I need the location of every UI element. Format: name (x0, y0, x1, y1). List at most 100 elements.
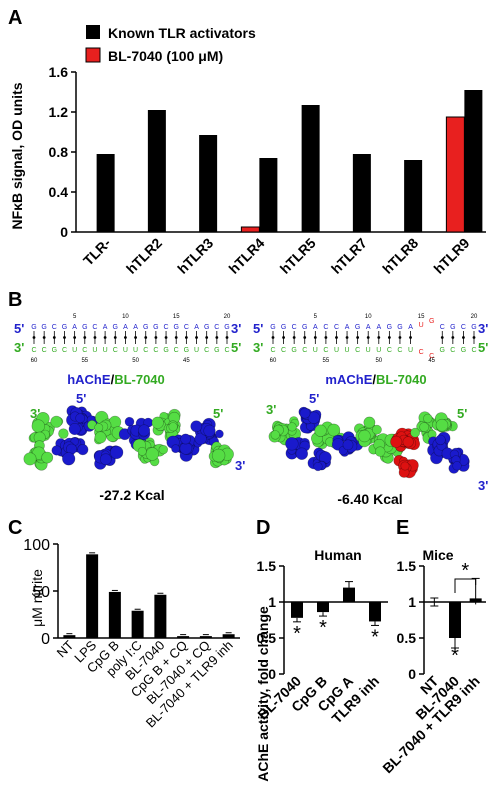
a-bar-bl7040 (445, 116, 465, 233)
panel-label-d: D (256, 517, 270, 539)
d-y-tick-label: 1.5 (257, 558, 277, 574)
b-left-top-base: G (143, 324, 148, 331)
a-bar-known (352, 154, 371, 232)
b-right-end-5a: 5' (309, 391, 319, 406)
molecule-atom (327, 423, 341, 437)
b-left-label-5-top: 5' (14, 321, 24, 336)
molecule-atom (137, 446, 147, 456)
d-bar (369, 602, 381, 622)
b-right-energy: -6.40 Kcal (337, 491, 402, 507)
b-right-bottom-base: G (291, 347, 296, 354)
molecule-atom (371, 424, 382, 435)
b-right-bond-dot (387, 336, 391, 339)
b-right-bond-dot (409, 336, 412, 339)
c-bar (199, 636, 212, 638)
molecule-atom (158, 444, 169, 455)
molecule-atom (358, 429, 371, 443)
b-right-bottom-base: C (323, 347, 328, 354)
molecule-atom (313, 461, 323, 472)
b-right-bottom-base: C (281, 347, 286, 354)
panel-d-title: Human (314, 547, 361, 563)
c-y-tick-label: 100 (23, 537, 50, 554)
b-left-bottom-base: G (184, 347, 189, 354)
b-right-bottom-base: C (419, 349, 424, 356)
panel-label-a: A (8, 7, 22, 29)
b-left-bond-dot (93, 336, 97, 339)
molecule-atom (75, 413, 86, 424)
b-right-title-sep: / (372, 372, 376, 387)
b-right-bottom-base: U (334, 347, 339, 354)
b-left-bottom-base: C (42, 347, 47, 354)
legend-label-known: Known TLR activators (108, 25, 256, 41)
a-x-tick-label: hTLR2 (123, 235, 165, 277)
d-significance-star: * (371, 626, 379, 648)
b-left-bottom-base: C (204, 347, 209, 354)
c-bar (86, 554, 99, 638)
d-significance-star: * (293, 623, 301, 645)
e-y-tick-label: 1.5 (397, 558, 417, 574)
b-left-label-3-bottom: 3' (14, 340, 24, 355)
c-y-tick-label: 50 (32, 584, 50, 601)
b-left-bond-dot (63, 336, 66, 339)
b-right-bottom-tick: 45 (428, 358, 435, 364)
b-right-top-base: G (355, 324, 360, 331)
b-right-bond-dot (472, 336, 476, 339)
b-right-end-5b: 5' (457, 406, 467, 421)
b-left-end-3b: 3' (235, 458, 245, 473)
b-right-bottom-base: G (461, 347, 466, 354)
molecule-atom (194, 432, 207, 445)
b-right-title: mAChE/BL-7040 (325, 372, 426, 387)
b-left-bottom-base: C (113, 347, 118, 354)
b-left-top-base: G (204, 324, 209, 331)
b-right-bond-dot (303, 336, 307, 339)
d-bar (343, 587, 355, 602)
b-right-top-base: G (429, 318, 434, 325)
panel-b-structures: 5' 3'3' 5'GCGCCGGCAUGCCUAUGCAUAUGCGCCGGCCG… (14, 314, 488, 507)
b-right-bond-dot (282, 336, 285, 339)
b-left-top-tick: 20 (224, 314, 231, 320)
b-left-bond-dot (42, 336, 46, 339)
b-left-end-3a: 3' (30, 406, 40, 421)
legend-label-bl7040: BL-7040 (100 μM) (108, 48, 223, 64)
b-left-top-base: G (62, 324, 67, 331)
panel-e-title: Mice (422, 547, 453, 563)
a-bar-known (404, 160, 423, 232)
b-left-top-tick: 10 (122, 314, 129, 320)
b-right-bottom-base: U (345, 347, 350, 354)
molecule-atom (287, 422, 297, 432)
panel-a-chart: Known TLR activators BL-7040 (100 μM) NF… (9, 25, 486, 277)
e-bracket-star: * (461, 560, 469, 582)
d-significance-star: * (319, 617, 327, 639)
b-left-bottom-base: C (224, 347, 229, 354)
e-y-tick-label: 1 (408, 594, 416, 610)
a-bar-known (259, 158, 278, 232)
b-right-bottom-base: U (313, 347, 318, 354)
c-bar (222, 634, 235, 638)
b-right-bottom-base: U (376, 347, 381, 354)
b-right-title-a: mAChE (325, 372, 372, 387)
b-left-bottom-tick: 50 (132, 358, 139, 364)
b-right-end-3b: 3' (478, 478, 488, 493)
molecule-atom (452, 461, 462, 471)
b-right-top-base: A (345, 324, 350, 331)
b-left-top-base: G (113, 324, 118, 331)
molecule-atom (285, 437, 299, 451)
b-right-bond-dot (324, 336, 328, 339)
b-right-top-tick: 5 (314, 314, 318, 320)
molecule-atom (109, 445, 124, 460)
a-y-tick-label: 1.2 (49, 104, 69, 120)
b-left-bond-dot (154, 336, 158, 339)
b-left-bottom-base: G (163, 347, 168, 354)
b-right-bond-dot (440, 336, 444, 339)
b-right-top-base: C (334, 324, 339, 331)
b-right-top-base: G (270, 324, 275, 331)
b-right-top-tick: 20 (471, 314, 478, 320)
c-y-tick-label: 0 (41, 631, 50, 648)
axis-label-y-c: μM nitrite (29, 569, 45, 627)
b-left-bottom-base: C (153, 347, 158, 354)
molecule-atom (307, 411, 321, 424)
b-left-top-base: G (224, 324, 229, 331)
b-left-bond-dot (103, 336, 107, 339)
molecule-atom (171, 444, 180, 454)
